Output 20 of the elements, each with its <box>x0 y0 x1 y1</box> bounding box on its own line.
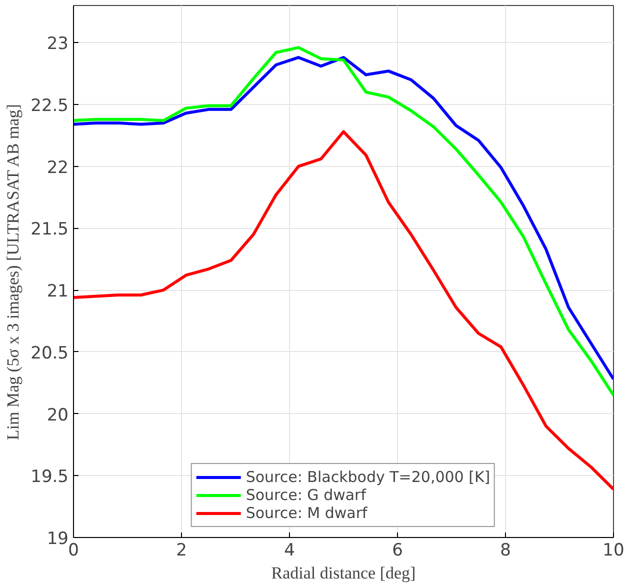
x-tick-label: 10 <box>602 540 624 560</box>
legend-label: Source: M dwarf <box>246 504 368 522</box>
y-tick-label: 20.5 <box>30 343 69 364</box>
y-tick-label: 21 <box>46 282 69 302</box>
x-tick-label: 8 <box>500 540 511 560</box>
y-tick-label: 21.5 <box>30 220 69 240</box>
legend-label: Source: G dwarf <box>246 486 366 504</box>
y-tick-label: 19.5 <box>30 467 69 488</box>
y-axis-title: Lim Mag (5σ x 3 images) [ULTRASAT AB mag] <box>4 104 23 440</box>
y-tick-label: 23 <box>46 34 69 54</box>
y-tick-label: 22 <box>46 158 69 178</box>
y-tick-label: 19 <box>46 529 69 549</box>
x-tick-label: 2 <box>176 540 187 560</box>
x-tick-label: 6 <box>392 540 403 560</box>
x-axis-title: Radial distance [deg] <box>271 564 416 582</box>
y-tick-label: 20 <box>46 405 69 426</box>
x-tick-label: 0 <box>68 540 79 560</box>
x-tick-label: 4 <box>284 540 295 560</box>
legend-label: Source: Blackbody T=20,000 [K] <box>246 468 490 486</box>
y-tick-label: 22.5 <box>30 96 69 116</box>
